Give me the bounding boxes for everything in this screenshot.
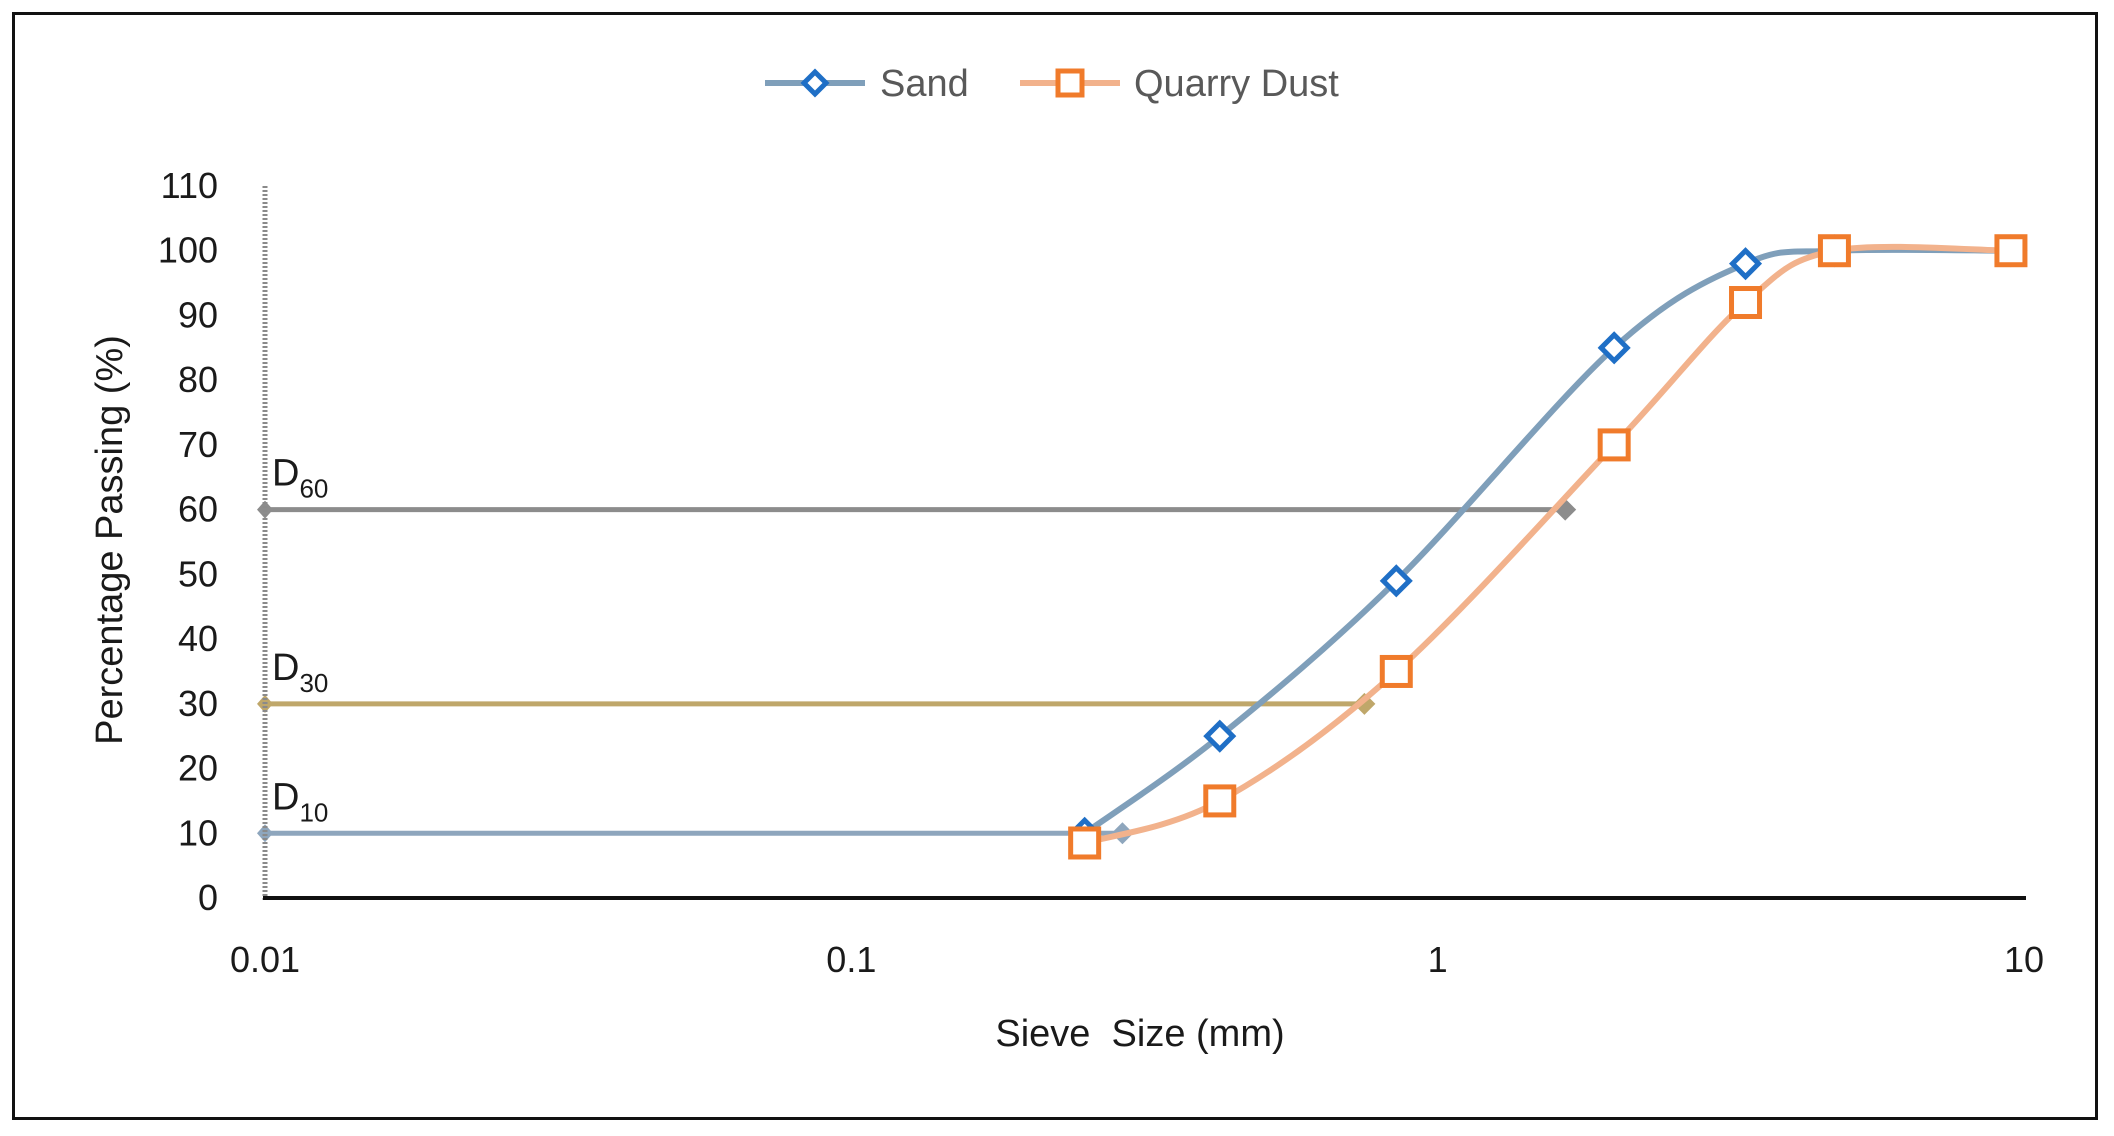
y-tick-label: 10: [178, 812, 218, 853]
quarry-dust-point: [1817, 234, 1851, 268]
x-tick-label: 0.1: [826, 939, 876, 980]
y-tick-label: 30: [178, 683, 218, 724]
y-tick-labels: 0 10 20 30 40 50 60 70 80 90 100 110: [158, 165, 218, 918]
reference-lines: [257, 498, 1577, 845]
reference-label-sub: 10: [299, 797, 328, 827]
chart-frame: [12, 12, 2098, 1120]
quarry-dust-point: [1379, 654, 1413, 688]
legend-marker-sand: [800, 68, 830, 98]
y-tick-label: 80: [178, 359, 218, 400]
reference-label-base: D: [272, 647, 299, 689]
x-tick-label: 10: [2004, 939, 2044, 980]
x-tick-label: 0.01: [230, 939, 300, 980]
reference-label-d30: D30: [272, 647, 328, 698]
series-lines: [1081, 243, 2014, 846]
quarry-dust-point: [1203, 784, 1237, 818]
legend: Sand Quarry Dust: [765, 63, 1339, 105]
legend-marker-quarry-dust: [1055, 68, 1085, 98]
reference-start-marker: [257, 500, 273, 519]
x-tick-label: 1: [1428, 939, 1448, 980]
y-tick-label: 100: [158, 230, 218, 271]
legend-label: Quarry Dust: [1134, 63, 1339, 105]
y-tick-label: 40: [178, 618, 218, 659]
reference-label-sub: 60: [299, 474, 328, 504]
quarry-dust-point: [1994, 234, 2028, 268]
y-axis-title: Percentage Passing (%): [89, 335, 131, 745]
sand-point: [1203, 719, 1237, 753]
reference-label-sub: 30: [299, 668, 328, 698]
reference-label-base: D: [272, 453, 299, 495]
reference-label-d10: D10: [272, 776, 328, 827]
quarry-dust-point: [1597, 428, 1631, 462]
y-tick-label: 110: [161, 165, 218, 206]
axes: [262, 186, 2026, 900]
sand-point: [1597, 331, 1631, 365]
legend-label: Sand: [880, 63, 969, 105]
sand-point: [1379, 564, 1413, 598]
reference-start-marker: [257, 824, 273, 843]
x-axis-title: Sieve Size (mm): [995, 1013, 1284, 1055]
reference-label-d60: D60: [272, 453, 328, 504]
y-tick-label: 0: [198, 877, 218, 918]
series-markers: [1068, 234, 2028, 860]
reference-label-base: D: [272, 776, 299, 818]
sand-point: [1728, 247, 1763, 281]
y-tick-label: 90: [178, 294, 218, 335]
series-line-quarry-dust: [1081, 243, 2014, 846]
y-tick-label: 20: [178, 748, 218, 789]
y-tick-label: 60: [178, 489, 218, 530]
quarry-dust-point: [1729, 286, 1763, 320]
x-tick-labels: 0.01 0.1 1 10: [230, 939, 2044, 980]
y-tick-label: 50: [178, 553, 218, 594]
y-tick-label: 70: [178, 424, 218, 465]
quarry-dust-point: [1068, 826, 1102, 860]
